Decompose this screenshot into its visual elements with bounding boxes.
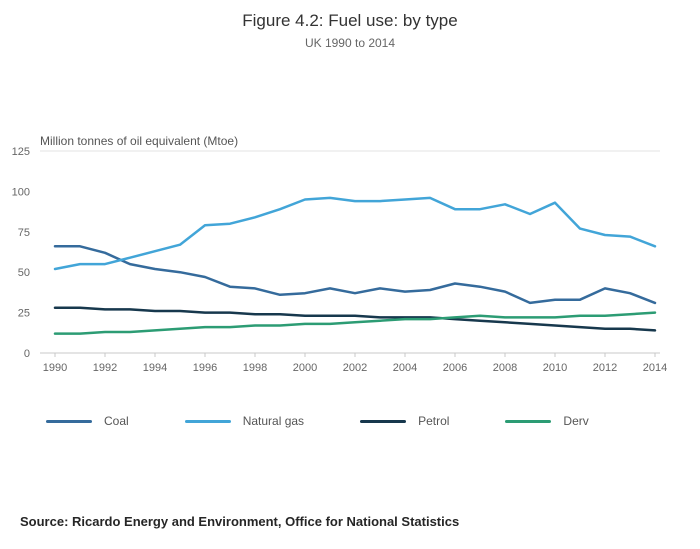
line-chart: Million tonnes of oil equivalent (Mtoe) … (12, 134, 668, 374)
y-axis-title: Million tonnes of oil equivalent (Mtoe) (40, 134, 238, 148)
legend-swatch-coal (46, 419, 92, 423)
x-tick-label: 1992 (93, 362, 117, 374)
x-tick-label: 2002 (343, 362, 367, 374)
x-tick-label: 2004 (393, 362, 417, 374)
series-line-derv (53, 311, 657, 335)
legend-label: Petrol (418, 414, 450, 428)
legend-swatch-derv (505, 419, 552, 423)
x-tick-label: 1990 (43, 362, 67, 374)
legend-label: Derv (563, 414, 589, 428)
x-tick-label: 1996 (193, 362, 217, 374)
gridlines (40, 150, 660, 354)
source-note: Source: Ricardo Energy and Environment, … (20, 514, 460, 529)
legend-item-petrol[interactable]: Petrol (360, 414, 449, 428)
legend-label: Coal (104, 414, 129, 428)
x-tick-label: 1998 (243, 362, 267, 374)
y-tick-label: 75 (18, 227, 30, 239)
y-tick-label: 25 (18, 308, 30, 320)
x-tick-label: 2010 (543, 362, 567, 374)
series-lines (53, 196, 657, 335)
x-tick-label: 1994 (143, 362, 167, 374)
series-line-coal (53, 245, 657, 305)
series-line-natural-gas (53, 196, 657, 271)
x-axis-ticks: 1990 1992 1994 1996 1998 2000 2002 2004 2006 2008… (43, 353, 667, 374)
y-tick-label: 50 (18, 267, 30, 279)
legend-swatch-petrol (360, 419, 407, 423)
x-tick-label: 2008 (493, 362, 517, 374)
chart-title: Figure 4.2: Fuel use: by type (242, 11, 458, 30)
chart-subtitle: UK 1990 to 2014 (304, 36, 396, 50)
y-tick-label: 100 (12, 186, 30, 198)
legend-swatch-natural-gas (184, 419, 231, 423)
legend-item-derv[interactable]: Derv (505, 414, 589, 428)
x-tick-label: 2014 (643, 362, 667, 374)
y-axis-ticks: 0 25 50 75 100 125 (12, 146, 30, 360)
legend-item-coal[interactable]: Coal (46, 414, 129, 428)
series-line-petrol (53, 306, 657, 332)
legend-item-natural-gas[interactable]: Natural gas (184, 414, 305, 428)
x-tick-label: 2000 (293, 362, 317, 374)
y-tick-label: 125 (12, 146, 30, 158)
y-tick-label: 0 (24, 348, 30, 360)
x-tick-label: 2006 (443, 362, 467, 374)
legend-label: Natural gas (242, 414, 305, 428)
x-tick-label: 2012 (593, 362, 617, 374)
legend: Coal Natural gas Petrol Derv (46, 412, 700, 430)
